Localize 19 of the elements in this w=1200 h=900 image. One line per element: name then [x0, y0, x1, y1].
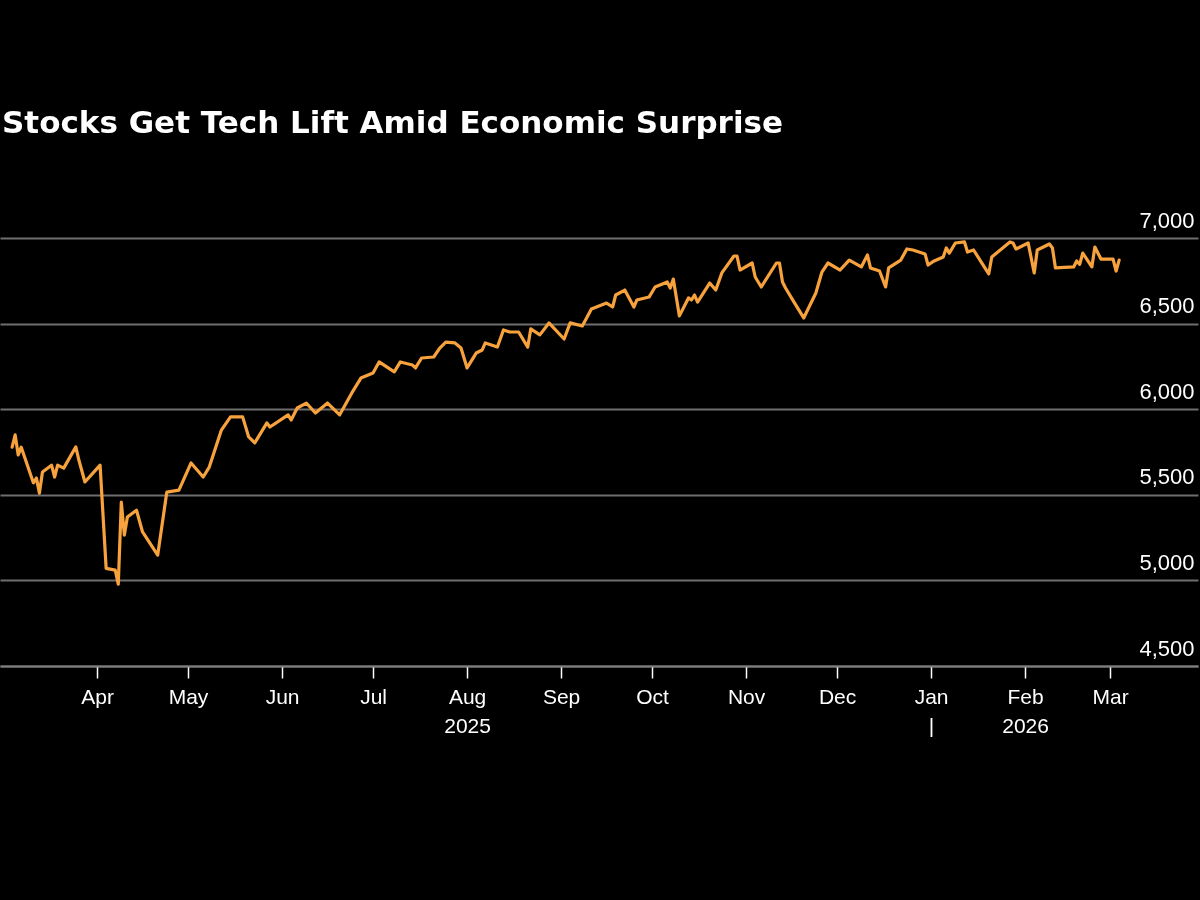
- y-tick-label: 5,500: [1139, 464, 1195, 490]
- x-tick-label: Apr: [81, 684, 114, 708]
- x-tick-label: Jun: [265, 684, 300, 708]
- y-tick-label: 4,500: [1139, 635, 1195, 661]
- y-tick-label: 7,000: [1139, 207, 1195, 233]
- x-tick-label: Dec: [818, 684, 857, 708]
- x-tick-label: May: [168, 684, 209, 708]
- x-tick-label: Aug 2025: [444, 684, 491, 737]
- x-tick-label: Jul: [360, 684, 387, 708]
- x-tick-label: Feb 2026: [1002, 684, 1049, 737]
- x-tick-label: Sep: [542, 684, 581, 708]
- x-tick-label: Nov: [727, 684, 766, 708]
- x-tick-label: Oct: [636, 684, 670, 708]
- x-tick-label: Jan |: [914, 684, 949, 737]
- y-tick-label: 6,000: [1139, 378, 1195, 404]
- y-tick-label: 6,500: [1139, 293, 1195, 319]
- x-tick-label: Mar: [1092, 684, 1129, 708]
- chart-title: Stocks Get Tech Lift Amid Economic Surprise: [2, 104, 784, 140]
- y-tick-label: 5,000: [1139, 549, 1195, 575]
